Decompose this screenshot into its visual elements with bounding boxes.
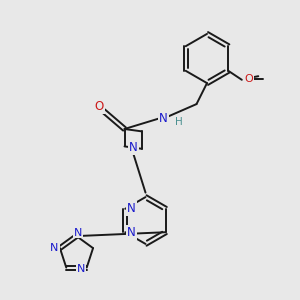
Text: N: N [74, 227, 82, 238]
Text: O: O [244, 74, 253, 84]
Text: N: N [127, 202, 136, 215]
Text: N: N [129, 141, 138, 154]
Text: H: H [175, 117, 182, 127]
Text: N: N [50, 243, 59, 253]
Text: N: N [77, 264, 86, 274]
Text: N: N [127, 226, 136, 239]
Text: N: N [159, 112, 168, 125]
Text: O: O [94, 100, 103, 113]
